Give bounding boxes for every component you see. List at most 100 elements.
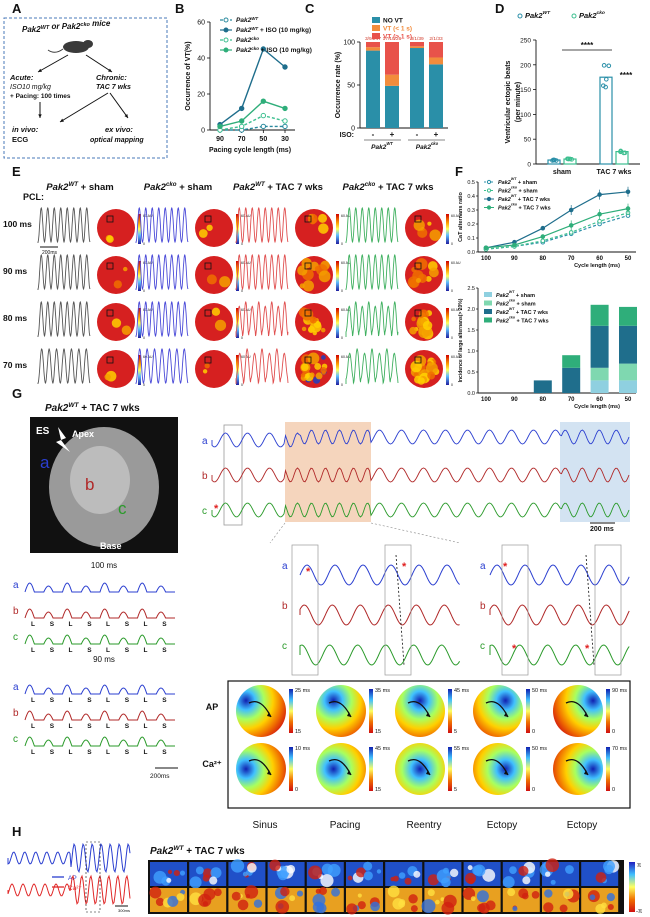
e-heart-map bbox=[97, 209, 135, 247]
b-series-line bbox=[219, 47, 286, 126]
g-activation-map bbox=[395, 685, 445, 737]
label-part: + sham bbox=[517, 189, 538, 195]
mouse-icon bbox=[63, 41, 89, 53]
c-bar-segment bbox=[366, 47, 380, 51]
e-colorbar bbox=[446, 355, 449, 385]
e-heart-map bbox=[195, 303, 233, 341]
e-roi-box bbox=[106, 215, 114, 223]
e-colorbar-max: 60 AU bbox=[341, 355, 351, 359]
g-map-row-label: Ca²⁺ bbox=[202, 759, 222, 769]
g-trace-100 bbox=[24, 582, 175, 593]
g-ls-label: L bbox=[144, 697, 148, 704]
h-phase-spot bbox=[443, 894, 457, 908]
c-category-label: + bbox=[434, 130, 439, 139]
h-phase-spot bbox=[327, 863, 341, 877]
e-heart-map bbox=[195, 256, 233, 294]
d-legend-label: Pak2cko bbox=[579, 10, 605, 20]
g-ls-label: S bbox=[50, 723, 55, 730]
e-map-spot bbox=[206, 274, 217, 285]
e-map-spot bbox=[301, 326, 307, 332]
f2-ytick-label: 0.0 bbox=[467, 391, 475, 397]
label-part: Pak2 bbox=[46, 182, 69, 193]
e-trace bbox=[135, 347, 189, 385]
label-part: + sham bbox=[514, 293, 535, 299]
f2-ytick-label: 2.5 bbox=[467, 286, 475, 292]
e-colorbar-min: 0 bbox=[341, 289, 343, 293]
e-map-spot bbox=[321, 370, 326, 375]
label-part: + TAC 7 wks bbox=[516, 197, 550, 203]
h-selection-window bbox=[85, 841, 101, 913]
h-phase-spot bbox=[245, 893, 251, 899]
b-point bbox=[282, 123, 288, 130]
e-map-spot bbox=[121, 325, 132, 335]
e-heart-map bbox=[405, 350, 443, 388]
g-colorbar bbox=[369, 689, 373, 733]
d-ytick-label: 0 bbox=[527, 162, 531, 169]
g-zoom-trace bbox=[299, 564, 460, 586]
g-map-column-label: Ectopy bbox=[567, 820, 598, 831]
e-row-label: 100 ms bbox=[3, 219, 32, 229]
f2-xtick-label: 60 bbox=[596, 397, 603, 403]
g-ls-label: L bbox=[106, 647, 110, 654]
h-phase-spot bbox=[167, 895, 179, 907]
e-colorbar-max: 60 AU bbox=[451, 308, 461, 312]
e-trace bbox=[135, 206, 189, 244]
g-site-label: a bbox=[40, 453, 50, 472]
b-xtick-label: 50 bbox=[259, 136, 267, 143]
g-title: Pak2WT + TAC 7 wks bbox=[45, 402, 140, 414]
e-heart-map bbox=[195, 350, 233, 388]
e-map-spot bbox=[427, 371, 436, 380]
label-sup: WT bbox=[173, 845, 184, 852]
label-sup: cko bbox=[511, 203, 518, 207]
g-trace-90 bbox=[24, 736, 175, 747]
g-ls-label: L bbox=[31, 723, 35, 730]
e-map-spot bbox=[308, 326, 315, 333]
f-point bbox=[540, 234, 546, 239]
e-map-spot bbox=[304, 373, 310, 379]
c-legend-swatch bbox=[372, 25, 380, 31]
label-part: Pak2 bbox=[371, 144, 387, 151]
e-map-spot bbox=[314, 362, 322, 370]
arrow-exvivo-head bbox=[124, 114, 128, 118]
g-colorbar-max: 25 ms bbox=[295, 688, 310, 694]
b-legend-marker bbox=[223, 37, 229, 43]
e-pcl-label: PCL: bbox=[23, 192, 44, 202]
g-long-trace bbox=[211, 429, 630, 448]
e-column-title: Pak2WT + TAC 7 wks bbox=[233, 181, 323, 193]
h-phase-spot bbox=[559, 904, 568, 913]
c-bar-segment bbox=[385, 74, 399, 86]
g-colorbar-min: 0 bbox=[295, 787, 298, 793]
e-colorbar-max: 60 AU bbox=[241, 308, 251, 312]
g-ls-label: S bbox=[162, 697, 167, 704]
g-propagation-arrowhead bbox=[267, 712, 271, 717]
h-phase-spot bbox=[347, 875, 353, 881]
e-colorbar-max: 60 AU bbox=[341, 308, 351, 312]
h-phase-spot bbox=[449, 868, 459, 878]
g-map-column-label: Ectopy bbox=[487, 820, 518, 831]
legend-part: WT bbox=[251, 26, 259, 31]
arrow-chronic-head bbox=[108, 68, 112, 72]
g-base-label: Base bbox=[100, 541, 122, 551]
legend-part: Pak2 bbox=[236, 17, 252, 24]
g-long-trace bbox=[211, 502, 630, 518]
d-point bbox=[604, 77, 609, 82]
e-colorbar-max: 60 AU bbox=[451, 355, 461, 359]
d-point bbox=[567, 156, 573, 162]
h-phase-spot bbox=[253, 899, 263, 908]
e-trace bbox=[135, 300, 189, 338]
g-activation-map bbox=[473, 685, 523, 737]
h-phase-spot bbox=[427, 874, 440, 886]
d-ytick-label: 200 bbox=[520, 62, 531, 69]
c-count-label: 17/10/26 bbox=[383, 36, 402, 42]
d-point bbox=[601, 63, 607, 68]
e-colorbar-min: 0 bbox=[451, 383, 453, 387]
f2-bar-segment bbox=[590, 325, 609, 368]
g-ls-label: S bbox=[125, 697, 130, 704]
c-ytick-label: 100 bbox=[343, 40, 355, 47]
title-part: cko bbox=[80, 22, 90, 28]
f-point bbox=[512, 242, 517, 248]
g-colorbar-max: 55 ms bbox=[454, 746, 469, 752]
b-point bbox=[260, 123, 267, 130]
h-trace bbox=[7, 874, 131, 905]
h-phase-spot bbox=[482, 868, 496, 882]
